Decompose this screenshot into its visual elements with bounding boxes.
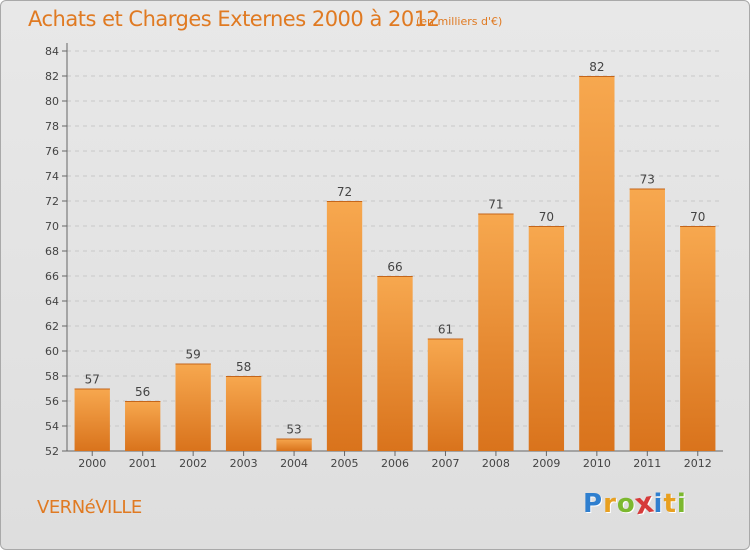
y-tick-label: 84 xyxy=(45,45,59,58)
y-tick-label: 56 xyxy=(45,395,59,408)
x-tick-label: 2011 xyxy=(633,457,661,470)
x-tick-label: 2006 xyxy=(381,457,409,470)
data-label: 59 xyxy=(186,348,201,362)
y-tick-label: 68 xyxy=(45,245,59,258)
bar-2006 xyxy=(377,276,413,451)
bar-2010 xyxy=(579,76,615,451)
data-label: 66 xyxy=(387,260,402,274)
bar-2000 xyxy=(74,388,110,451)
data-label: 71 xyxy=(488,198,503,212)
data-label: 73 xyxy=(640,173,655,187)
data-label: 82 xyxy=(589,60,604,74)
x-tick-label: 2004 xyxy=(280,457,308,470)
bar-2009 xyxy=(528,226,565,451)
bar-2007 xyxy=(427,338,464,451)
logo-letter: P xyxy=(583,489,604,519)
y-tick-label: 60 xyxy=(45,345,59,358)
logo-letter: i xyxy=(676,489,687,519)
y-tick-label: 74 xyxy=(45,170,59,183)
logo-letter: r xyxy=(603,489,617,519)
proxiti-logo: Proxiti xyxy=(583,486,687,522)
data-label: 58 xyxy=(236,360,251,374)
data-label: 61 xyxy=(438,323,453,337)
y-tick-label: 82 xyxy=(45,70,59,83)
y-tick-label: 66 xyxy=(45,270,59,283)
y-tick-label: 78 xyxy=(45,120,59,133)
y-tick-label: 76 xyxy=(45,145,59,158)
bar-2001 xyxy=(125,401,161,451)
y-tick-label: 54 xyxy=(45,420,59,433)
x-tick-label: 2002 xyxy=(179,457,207,470)
bar-2005 xyxy=(326,201,363,451)
x-tick-label: 2003 xyxy=(230,457,258,470)
bar-2008 xyxy=(478,213,514,451)
chart-title: Achats et Charges Externes 2000 à 2012 xyxy=(28,7,440,31)
chart-unit: (en milliers d'€) xyxy=(416,15,503,28)
x-tick-label: 2000 xyxy=(78,457,106,470)
data-label: 70 xyxy=(690,210,705,224)
logo-letter: t xyxy=(663,489,677,519)
bar-2004 xyxy=(276,438,312,451)
logo-letter: o xyxy=(616,489,636,519)
x-tick-label: 2001 xyxy=(129,457,157,470)
place-name: VERNéVILLE xyxy=(37,497,142,518)
y-tick-label: 52 xyxy=(45,445,59,458)
data-label: 57 xyxy=(85,373,100,387)
data-label: 72 xyxy=(337,185,352,199)
x-tick-label: 2012 xyxy=(684,457,712,470)
labels: 52 54 56 58 60 62 64 66 68 70 72 74 76 78 80 82 84 57 2000… xyxy=(45,45,712,470)
data-label: 53 xyxy=(286,423,301,437)
y-tick-label: 58 xyxy=(45,370,59,383)
x-tick-label: 2005 xyxy=(331,457,359,470)
data-label: 70 xyxy=(539,210,554,224)
y-tick-label: 64 xyxy=(45,295,59,308)
bar-2012 xyxy=(680,226,716,451)
x-tick-label: 2007 xyxy=(431,457,459,470)
bars xyxy=(74,76,716,451)
bar-2003 xyxy=(225,376,262,451)
x-tick-label: 2010 xyxy=(583,457,611,470)
y-tick-label: 70 xyxy=(45,220,59,233)
y-tick-label: 80 xyxy=(45,95,59,108)
x-tick-label: 2009 xyxy=(532,457,560,470)
bar-2002 xyxy=(175,363,211,451)
bar-2011 xyxy=(629,188,665,451)
y-tick-label: 72 xyxy=(45,195,59,208)
y-tick-label: 62 xyxy=(45,320,59,333)
logo-letter: i xyxy=(653,489,664,519)
x-tick-label: 2008 xyxy=(482,457,510,470)
data-label: 56 xyxy=(135,385,150,399)
